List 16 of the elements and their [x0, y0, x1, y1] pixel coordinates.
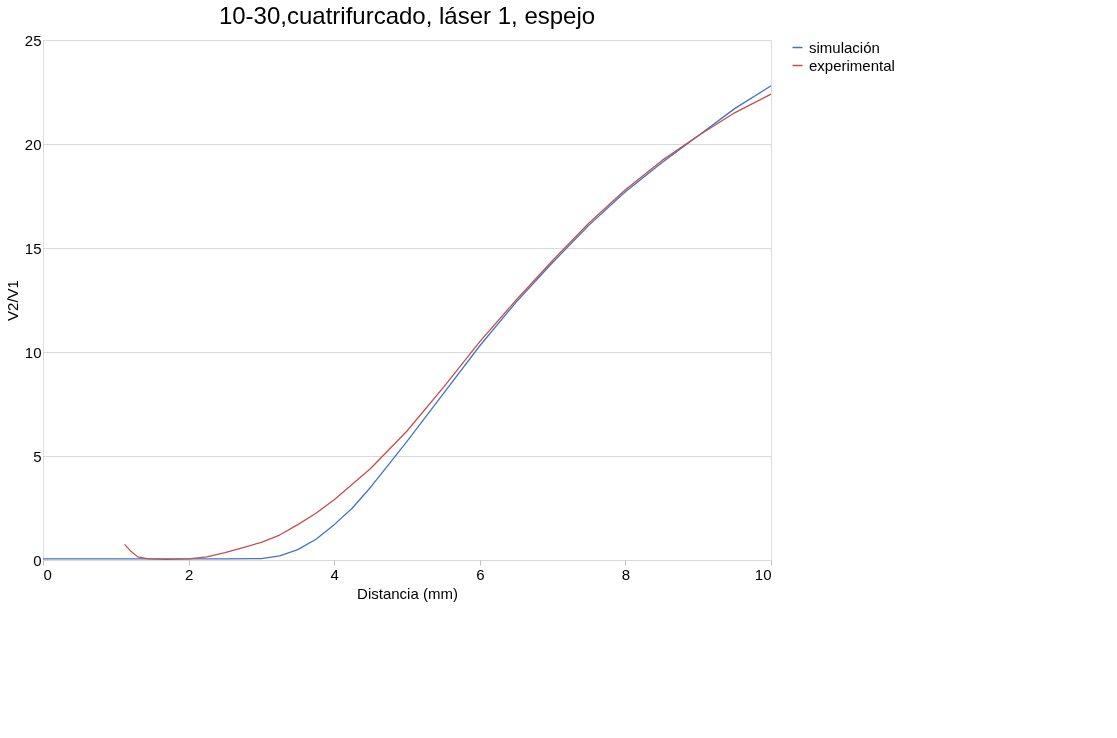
y-tick-label: 0: [33, 551, 42, 569]
x-tick-label: 4: [330, 565, 339, 583]
x-tick-label: 8: [621, 565, 631, 583]
y-tick-label: 15: [24, 239, 42, 257]
x-tick-label: 10: [754, 565, 772, 583]
x-axis-title: Distancia (mm): [357, 584, 458, 602]
x-tick-label: 2: [184, 565, 194, 583]
y-tick-label: 5: [33, 447, 42, 465]
y-tick-label: 20: [24, 135, 42, 153]
y-tick-label: 10: [24, 343, 42, 361]
y-tick-label: 25: [24, 31, 42, 49]
x-tick-label: 6: [476, 565, 485, 583]
legend-label: experimental: [809, 56, 895, 74]
legend-label: simulación: [809, 38, 880, 56]
chart-title: 10-30,cuatrifurcado, láser 1, espejo: [218, 2, 596, 29]
y-axis-title: V2/V1: [3, 280, 21, 321]
